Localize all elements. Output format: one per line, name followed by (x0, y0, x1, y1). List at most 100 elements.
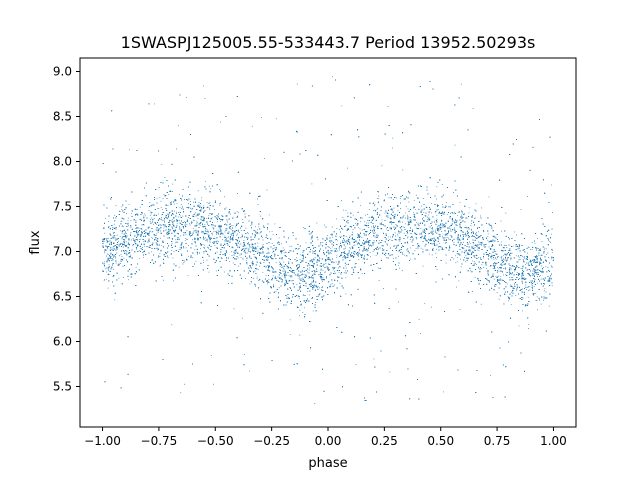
data-point (446, 242, 448, 244)
data-point (162, 279, 164, 281)
data-point (441, 223, 443, 225)
data-point (375, 254, 377, 256)
data-point (478, 241, 479, 243)
data-point (304, 307, 305, 309)
data-point (407, 237, 408, 239)
data-point (249, 370, 250, 372)
data-point (466, 199, 468, 201)
data-point (448, 206, 450, 208)
data-point (473, 248, 475, 250)
data-point (322, 281, 324, 283)
data-point (219, 220, 221, 222)
data-point (334, 248, 336, 250)
data-point (256, 198, 258, 200)
data-point (392, 147, 393, 149)
data-point (228, 236, 230, 238)
data-point (171, 249, 173, 251)
data-point (223, 271, 225, 273)
data-point (339, 283, 341, 285)
data-point (329, 250, 331, 252)
data-point (128, 279, 130, 281)
data-point (229, 223, 230, 225)
data-point (307, 265, 308, 267)
data-point (454, 232, 456, 234)
data-point (114, 214, 116, 216)
data-point (344, 246, 346, 248)
data-point (326, 276, 328, 277)
data-point (322, 296, 324, 298)
data-point (496, 272, 498, 274)
data-point (292, 235, 294, 236)
data-point (505, 274, 507, 276)
data-point (345, 267, 347, 269)
data-point (490, 277, 492, 279)
data-point (435, 229, 437, 231)
data-point (468, 212, 470, 214)
data-point (520, 268, 522, 270)
data-point (108, 221, 110, 223)
data-point (336, 250, 338, 252)
data-point (229, 271, 231, 273)
data-point (409, 222, 411, 223)
data-point (471, 251, 473, 253)
data-point (521, 288, 523, 290)
data-point (171, 222, 173, 223)
data-point (471, 246, 473, 248)
data-point (303, 274, 305, 276)
data-point (402, 221, 404, 223)
data-point (185, 234, 187, 236)
data-point (339, 229, 341, 231)
data-point (336, 218, 338, 220)
data-point (551, 251, 553, 253)
data-point (474, 237, 476, 239)
data-point (118, 243, 120, 245)
data-point (387, 214, 389, 216)
data-point (232, 262, 234, 264)
data-point (285, 275, 287, 277)
data-point (536, 237, 538, 239)
data-point (331, 283, 333, 284)
data-point (178, 248, 180, 250)
data-point (196, 223, 198, 225)
data-point (376, 233, 378, 235)
data-point (270, 257, 272, 259)
data-point (436, 214, 438, 216)
data-point (214, 238, 216, 240)
data-point (342, 240, 344, 242)
data-point (442, 223, 444, 225)
data-point (441, 235, 443, 237)
data-point (463, 247, 465, 249)
data-point (224, 237, 226, 239)
data-point (205, 237, 206, 239)
data-point (441, 204, 443, 205)
data-point (160, 200, 162, 202)
data-point (148, 241, 150, 242)
data-point (205, 180, 207, 182)
data-point (345, 270, 347, 272)
data-point (215, 247, 217, 249)
data-point (456, 253, 458, 255)
data-point (160, 230, 161, 232)
data-point (173, 210, 175, 212)
data-point (236, 234, 238, 236)
data-point (412, 212, 414, 214)
chart-title: 1SWASPJ125005.55-533443.7 Period 13952.5… (121, 33, 536, 52)
data-point (287, 265, 289, 267)
data-point (191, 234, 193, 235)
data-point (269, 231, 271, 233)
data-point (273, 248, 275, 250)
data-point (241, 317, 243, 319)
data-point (128, 217, 130, 219)
data-point (409, 230, 410, 232)
data-point (400, 208, 401, 209)
data-point (491, 277, 493, 278)
data-point (168, 216, 169, 218)
data-point (220, 257, 222, 258)
data-point (438, 230, 440, 232)
data-point (235, 226, 236, 228)
data-point (281, 243, 283, 245)
data-point (547, 237, 549, 239)
data-point (366, 239, 368, 241)
data-point (464, 226, 466, 228)
data-point (331, 246, 333, 248)
